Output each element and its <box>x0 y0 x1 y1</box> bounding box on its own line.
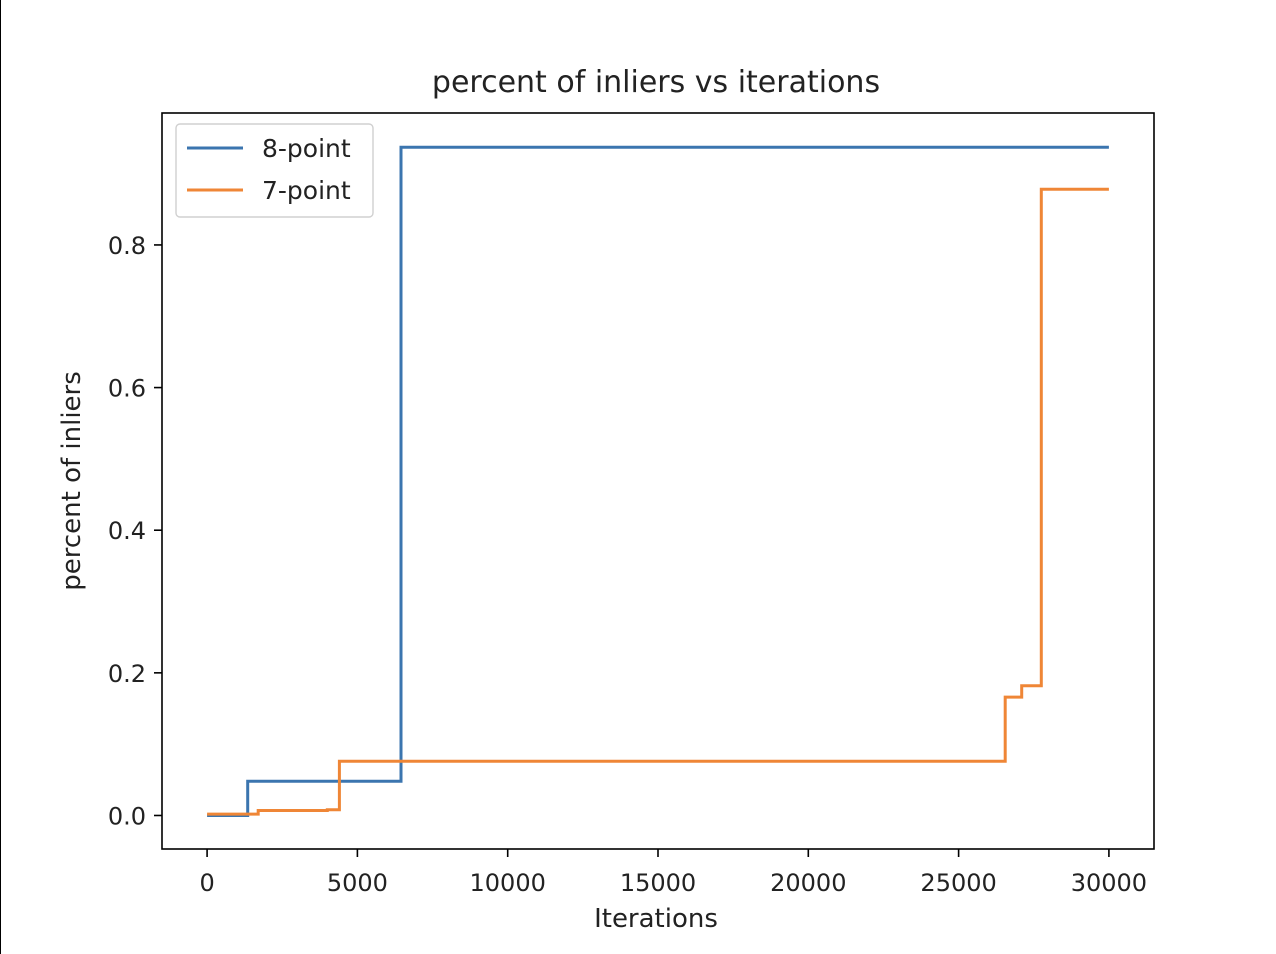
x-tick-label: 30000 <box>1071 869 1147 897</box>
y-tick-label: 0.0 <box>108 802 146 830</box>
y-axis-label: percent of inliers <box>57 371 87 591</box>
y-tick-label: 0.8 <box>108 232 146 260</box>
y-tick-label: 0.2 <box>108 660 146 688</box>
series-line-2 <box>207 187 1109 816</box>
y-tick-label: 0.4 <box>108 517 146 545</box>
x-axis-label: Iterations <box>594 904 718 934</box>
legend-label-2: 7-point <box>262 176 351 205</box>
x-tick-label: 15000 <box>620 869 696 897</box>
plot-area <box>161 112 1155 850</box>
series-layer <box>207 145 1109 817</box>
x-axis: 0 5000 10000 15000 20000 25000 30000 <box>199 849 1147 897</box>
x-tick-label: 25000 <box>920 869 996 897</box>
x-tick-label: 10000 <box>470 869 546 897</box>
legend-label-1: 8-point <box>262 134 351 163</box>
legend: 8-point 7-point <box>175 123 374 218</box>
x-tick-label: 0 <box>199 869 214 897</box>
y-axis: 0.0 0.2 0.4 0.6 0.8 <box>108 232 162 830</box>
x-tick-label: 20000 <box>770 869 846 897</box>
y-tick-label: 0.6 <box>108 375 146 403</box>
x-tick-label: 5000 <box>327 869 388 897</box>
chart-title: percent of inliers vs iterations <box>432 65 880 100</box>
